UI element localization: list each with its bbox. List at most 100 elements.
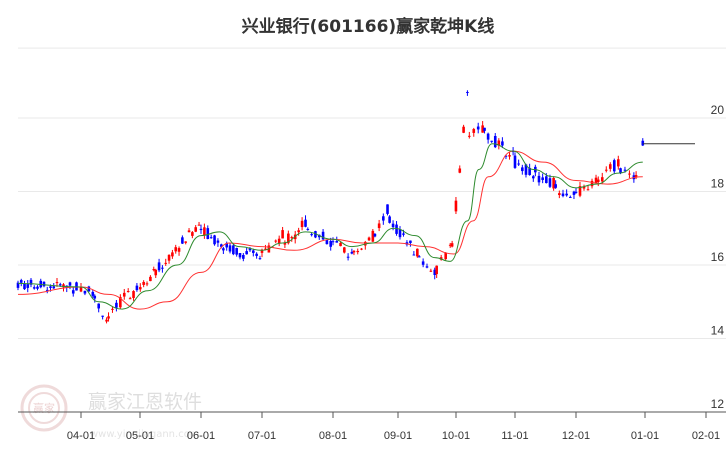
candle-body xyxy=(435,265,438,275)
candle-body xyxy=(528,167,531,176)
candles xyxy=(16,90,645,324)
candle-body xyxy=(596,179,600,182)
candle-body xyxy=(490,140,493,142)
candle-body xyxy=(161,267,164,269)
candle-body xyxy=(433,269,437,275)
candle-body xyxy=(187,230,191,233)
candle-body xyxy=(558,193,561,196)
candle-body xyxy=(135,285,139,291)
candle-body xyxy=(216,240,220,243)
candle-body xyxy=(346,256,350,258)
candle-body xyxy=(391,223,395,227)
candle-body xyxy=(105,319,108,322)
x-tick-label: 05-01 xyxy=(126,430,154,442)
candle-body xyxy=(466,91,469,93)
candle-body xyxy=(623,169,627,171)
candle-body xyxy=(641,140,645,146)
candle-body xyxy=(252,250,255,253)
candle-body xyxy=(409,240,412,243)
candle-body xyxy=(395,224,398,234)
candle-body xyxy=(260,249,264,253)
candle-body xyxy=(300,220,304,228)
candle-body xyxy=(541,177,544,181)
candle-body xyxy=(398,229,402,238)
candle-body xyxy=(281,230,284,239)
candle-body xyxy=(128,298,132,300)
candle-body xyxy=(87,286,91,292)
candle-body xyxy=(402,233,405,235)
candle-body xyxy=(191,232,194,236)
candle-body xyxy=(483,127,486,131)
watermark: 赢家 赢家江恩软件 www.yingjiagann.com xyxy=(20,384,202,440)
candle-body xyxy=(93,295,97,299)
candle-body xyxy=(68,282,72,286)
candle-body xyxy=(138,287,142,290)
candle-body xyxy=(36,286,39,289)
candle-body xyxy=(594,177,598,184)
candle-body xyxy=(472,129,476,133)
candle-body xyxy=(335,240,339,243)
candle-body xyxy=(382,216,385,221)
candle-body xyxy=(235,248,238,255)
candle-body xyxy=(184,241,188,243)
candle-body xyxy=(386,204,389,214)
candle-body xyxy=(486,133,490,140)
candle-body xyxy=(590,180,594,187)
candle-body xyxy=(425,266,429,268)
watermark-logo-inner xyxy=(28,392,60,424)
candle-body xyxy=(107,316,110,319)
candle-body xyxy=(388,216,391,223)
candle-body xyxy=(304,219,307,227)
y-tick-label: 16 xyxy=(711,250,725,264)
candle-body xyxy=(283,242,287,245)
candle-body xyxy=(119,297,122,308)
candle-body xyxy=(329,241,333,247)
candle-body xyxy=(62,284,65,288)
x-tick-label: 11-01 xyxy=(501,430,528,442)
candle-body xyxy=(612,160,616,172)
candle-body xyxy=(26,284,30,288)
y-tick-label: 14 xyxy=(711,324,725,338)
candle-body xyxy=(149,276,152,282)
candle-body xyxy=(91,291,95,296)
candle-body xyxy=(206,228,210,240)
candle-body xyxy=(497,140,501,146)
candle-body xyxy=(521,167,524,172)
candle-body xyxy=(264,248,267,250)
candle-body xyxy=(126,291,130,293)
candle-body xyxy=(75,282,78,291)
candle-body xyxy=(608,164,612,169)
chart-title: 兴业银行(601166)赢家乾坤K线 xyxy=(242,16,495,37)
x-tick-label: 07-01 xyxy=(248,430,276,442)
candle-body xyxy=(55,282,59,284)
x-tick-label: 02-01 xyxy=(692,430,720,442)
candle-body xyxy=(222,248,225,251)
candle-body xyxy=(154,269,158,276)
candle-body xyxy=(132,291,135,298)
candle-body xyxy=(604,169,608,171)
candle-body xyxy=(600,177,604,182)
candle-body xyxy=(554,184,557,188)
candle-body xyxy=(29,279,33,285)
candle-body xyxy=(181,237,184,244)
candle-body xyxy=(122,292,126,297)
candle-body xyxy=(42,281,46,287)
candle-body xyxy=(228,245,232,252)
candle-body xyxy=(58,284,62,286)
x-tick-label: 04-01 xyxy=(67,430,95,442)
y-tick-label: 12 xyxy=(711,397,725,411)
candle-body xyxy=(537,175,541,183)
candle-body xyxy=(290,237,294,239)
candle-body xyxy=(203,227,206,236)
candle-body xyxy=(508,155,511,157)
candle-body xyxy=(517,163,520,165)
y-tick-label: 20 xyxy=(711,103,725,117)
candle-body xyxy=(274,240,278,242)
candle-body xyxy=(145,283,149,285)
candle-body xyxy=(377,223,381,229)
candle-body xyxy=(429,270,433,272)
x-tick-label: 01-01 xyxy=(631,430,659,442)
candle-body xyxy=(586,189,590,191)
watermark-logo-circle xyxy=(20,384,68,432)
candle-body xyxy=(458,168,462,173)
